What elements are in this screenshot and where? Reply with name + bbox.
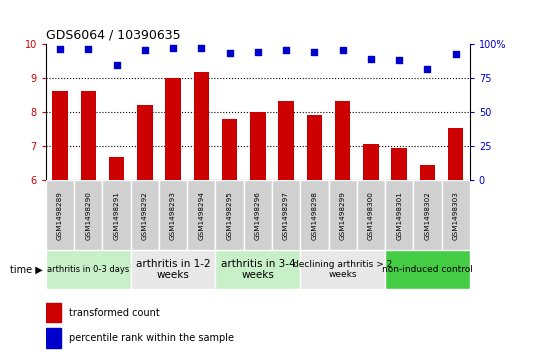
Text: GSM1498292: GSM1498292 bbox=[142, 191, 148, 240]
Bar bbox=[420, 166, 435, 180]
Bar bbox=[159, 180, 187, 250]
Bar bbox=[74, 180, 103, 250]
Bar bbox=[442, 180, 470, 250]
Bar bbox=[103, 180, 131, 250]
Text: declining arthritis > 2
weeks: declining arthritis > 2 weeks bbox=[293, 260, 392, 279]
Text: transformed count: transformed count bbox=[69, 308, 160, 318]
Bar bbox=[328, 180, 357, 250]
Bar bbox=[46, 180, 74, 250]
Text: GSM1498303: GSM1498303 bbox=[453, 191, 458, 240]
Bar bbox=[307, 115, 322, 180]
Text: GSM1498301: GSM1498301 bbox=[396, 191, 402, 240]
Point bbox=[451, 52, 460, 57]
Text: GSM1498295: GSM1498295 bbox=[227, 191, 233, 240]
Bar bbox=[46, 329, 60, 348]
Point bbox=[112, 62, 121, 68]
Bar bbox=[278, 101, 294, 180]
Point bbox=[56, 46, 64, 52]
Point bbox=[339, 48, 347, 53]
Point bbox=[423, 66, 432, 72]
Bar bbox=[413, 180, 442, 250]
Bar bbox=[385, 250, 470, 289]
Bar bbox=[46, 250, 131, 289]
Bar bbox=[131, 250, 215, 289]
Text: GSM1498298: GSM1498298 bbox=[312, 191, 318, 240]
Bar bbox=[385, 180, 413, 250]
Bar bbox=[250, 112, 266, 180]
Point bbox=[225, 50, 234, 56]
Bar bbox=[46, 303, 60, 322]
Point bbox=[169, 45, 178, 50]
Point bbox=[395, 57, 403, 63]
Text: GSM1498299: GSM1498299 bbox=[340, 191, 346, 240]
Bar bbox=[272, 180, 300, 250]
Point bbox=[367, 56, 375, 61]
Text: GSM1498297: GSM1498297 bbox=[283, 191, 289, 240]
Bar bbox=[187, 180, 215, 250]
Bar bbox=[222, 119, 238, 180]
Text: GDS6064 / 10390635: GDS6064 / 10390635 bbox=[46, 28, 180, 41]
Bar bbox=[335, 101, 350, 180]
Bar bbox=[80, 90, 96, 180]
Bar bbox=[131, 180, 159, 250]
Bar bbox=[109, 156, 124, 180]
Bar bbox=[137, 105, 153, 180]
Bar bbox=[215, 250, 300, 289]
Bar bbox=[300, 250, 385, 289]
Bar bbox=[215, 180, 244, 250]
Bar bbox=[193, 73, 209, 180]
Point bbox=[197, 45, 206, 50]
Text: percentile rank within the sample: percentile rank within the sample bbox=[69, 333, 234, 343]
Text: arthritis in 0-3 days: arthritis in 0-3 days bbox=[47, 265, 130, 274]
Text: GSM1498300: GSM1498300 bbox=[368, 191, 374, 240]
Point bbox=[254, 49, 262, 54]
Bar bbox=[165, 78, 181, 180]
Bar bbox=[244, 180, 272, 250]
Text: GSM1498290: GSM1498290 bbox=[85, 191, 91, 240]
Text: GSM1498294: GSM1498294 bbox=[198, 191, 204, 240]
Bar bbox=[363, 144, 379, 180]
Point bbox=[282, 48, 291, 53]
Text: non-induced control: non-induced control bbox=[382, 265, 473, 274]
Text: arthritis in 1-2
weeks: arthritis in 1-2 weeks bbox=[136, 259, 211, 280]
Bar bbox=[300, 180, 328, 250]
Text: GSM1498291: GSM1498291 bbox=[113, 191, 119, 240]
Text: GSM1498296: GSM1498296 bbox=[255, 191, 261, 240]
Text: GSM1498289: GSM1498289 bbox=[57, 191, 63, 240]
Text: GSM1498293: GSM1498293 bbox=[170, 191, 176, 240]
Bar bbox=[448, 128, 463, 180]
Text: GSM1498302: GSM1498302 bbox=[424, 191, 430, 240]
Point bbox=[140, 48, 149, 53]
Text: arthritis in 3-4
weeks: arthritis in 3-4 weeks bbox=[220, 259, 295, 280]
Bar bbox=[52, 90, 68, 180]
Text: time ▶: time ▶ bbox=[10, 265, 43, 274]
Bar bbox=[392, 148, 407, 180]
Bar bbox=[357, 180, 385, 250]
Point bbox=[310, 49, 319, 54]
Point bbox=[84, 46, 93, 52]
